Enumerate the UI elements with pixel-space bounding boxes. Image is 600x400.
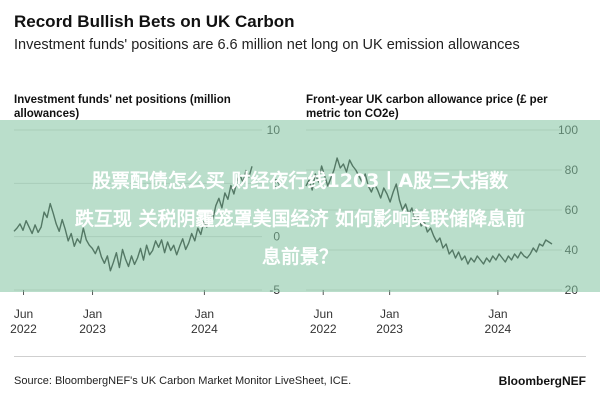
brand-logo: BloombergNEF — [498, 374, 586, 388]
source-note: Source: BloombergNEF's UK Carbon Market … — [14, 375, 352, 387]
right-x-tick-year: 2022 — [310, 322, 337, 336]
left-panel-title: Investment funds' net positions (million… — [14, 94, 231, 120]
ad-overlay-line-2: 跌互现 关税阴霾笼罩美国经济 如何影响美联储降息前 — [74, 208, 526, 230]
right-x-tick-year: 2024 — [485, 322, 512, 336]
chart-title: Record Bullish Bets on UK Carbon — [14, 12, 295, 31]
left-x-tick-label: Jan — [83, 307, 102, 321]
chart-subtitle: Investment funds' positions are 6.6 mill… — [14, 37, 520, 53]
right-panel-title: Front-year UK carbon allowance price (£ … — [306, 94, 548, 120]
ad-overlay[interactable] — [0, 120, 600, 292]
left-x-tick-year: 2023 — [79, 322, 106, 336]
left-x-tick-label: Jan — [195, 307, 214, 321]
footer-divider — [14, 356, 586, 357]
ad-overlay-line-3: 息前景？ — [261, 246, 338, 268]
left-x-tick-year: 2022 — [10, 322, 37, 336]
right-x-tick-label: Jan — [380, 307, 399, 321]
left-x-tick-label: Jun — [14, 307, 33, 321]
right-x-tick-label: Jan — [488, 307, 507, 321]
left-x-tick-year: 2024 — [191, 322, 218, 336]
ad-overlay-line-1: 股票配债怎么买 财经夜行线1203丨A股三大指数 — [91, 170, 509, 192]
right-x-tick-label: Jun — [314, 307, 333, 321]
right-x-tick-year: 2023 — [376, 322, 403, 336]
ad-overlay-text[interactable]: 股票配债怎么买 财经夜行线1203丨A股三大指数 跌互现 关税阴霾笼罩美国经济 … — [0, 162, 600, 276]
